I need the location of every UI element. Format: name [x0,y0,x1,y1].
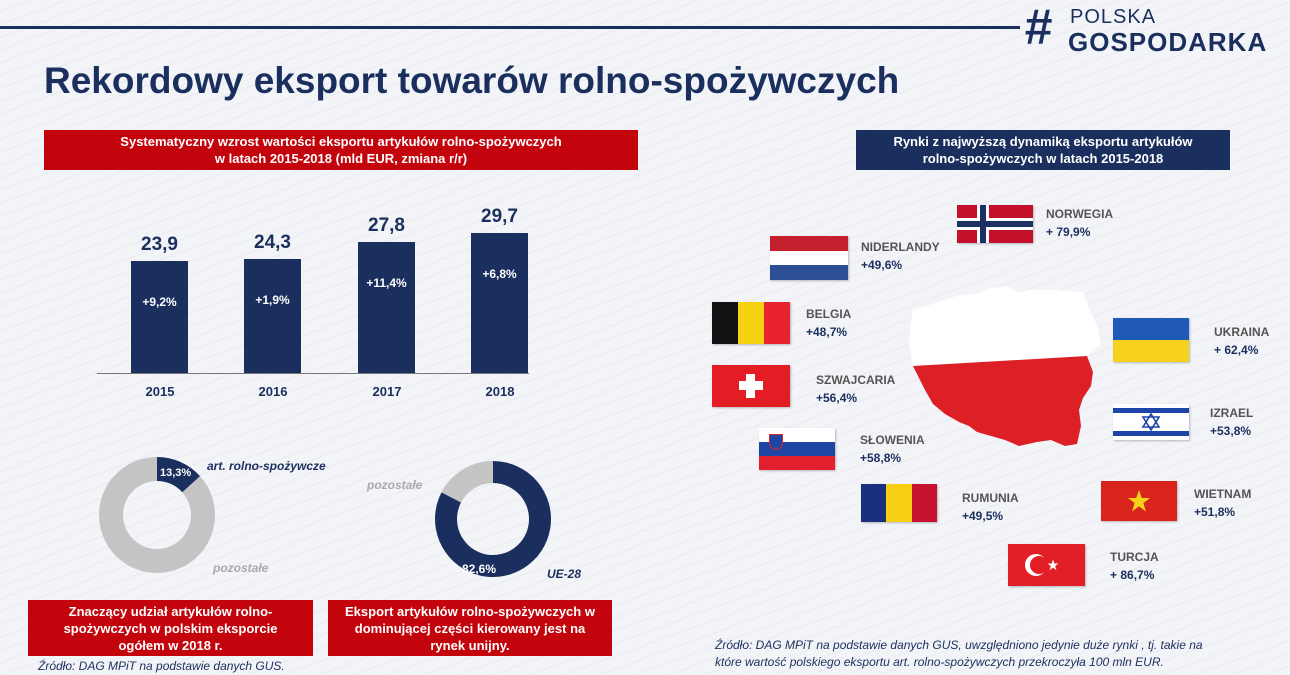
market-value-rumunia: +49,5% [962,509,1004,523]
donut1-slice-art-rolno-spozywcze [157,457,201,493]
donut1-caption: Znaczący udział artykułów rolno- spożywc… [28,600,313,656]
romania-flag-icon [861,484,937,522]
market-value-niderlandy: +49,6% [861,258,903,272]
market-name-rumunia: RUMUNIA [962,491,1019,505]
donut2-label-main: UE-28 [547,567,582,581]
market-name-szwajcaria: SZWAJCARIA [816,373,896,387]
markets-title-banner: Rynki z najwyższą dynamiką eksportu arty… [856,130,1230,170]
bar-value-label-2018: 29,7 [481,206,518,228]
bar-2015 [131,260,188,373]
market-value-norwegia: + 79,9% [1046,225,1091,239]
donut2-value-label: 82,6% [462,562,497,576]
market-name-belgia: BELGIA [806,307,852,321]
donut1-value-label: 13,3% [160,467,192,479]
donut2-caption-line3: rynek unijny. [430,637,510,653]
bar-value-label-2017: 27,8 [368,215,405,237]
market-name-wietnam: WIETNAM [1194,487,1252,501]
logo-line-1: POLSKA [1070,6,1157,28]
source-note-left: Źródło: DAG MPiT na podstawie danych GUS… [38,659,285,673]
poland-map-icon [909,286,1101,446]
market-name-turcja: TURCJA [1110,550,1159,564]
bar-chart-title-line2: w latach 2015-2018 (mld EUR, zmiana r/r) [214,151,468,166]
bar-change-label-2018: +6,8% [482,267,517,282]
x-tick-2018: 2018 [485,384,515,399]
donut2-caption-line2: dominującej części kierowany jest na [354,620,586,636]
turkey-flag-icon [1008,544,1085,586]
donut1-label-rest: pozostałe [213,561,269,575]
donut2-slice-ue28 [435,461,551,577]
x-tick-2015: 2015 [145,384,175,399]
switzerland-flag-icon [712,365,790,407]
bar-chart-title-line1: Systematyczny wzrost wartości eksportu a… [120,134,562,149]
markets-title-line1: Rynki z najwyższą dynamiką eksportu arty… [893,134,1193,149]
bar-change-label-2015: +9,2% [142,294,177,309]
x-tick-2016: 2016 [258,384,288,399]
donut1-caption-line3: ogółem w 2018 r. [118,637,223,653]
market-name-niderlandy: NIDERLANDY [861,240,940,254]
norway-flag-icon [957,205,1033,243]
bar-chart-title-banner: Systematyczny wzrost wartości eksportu a… [44,130,638,170]
page-title: Rekordowy eksport towarów rolno-spożywcz… [44,60,900,101]
market-name-izrael: IZRAEL [1210,406,1254,420]
market-value-wietnam: +51,8% [1194,505,1236,519]
bar-2017 [358,242,415,373]
market-name-slowenia: SŁOWENIA [860,433,925,447]
market-value-ukraina: + 62,4% [1214,343,1259,357]
belgium-flag-icon [712,302,790,344]
donut2-caption: Eksport artykułów rolno-spożywczych w do… [328,600,612,656]
donut1-label-main: art. rolno-spożywcze [207,459,326,473]
market-value-szwajcaria: +56,4% [816,391,858,405]
market-value-slowenia: +58,8% [860,451,902,465]
header-rule [0,26,1020,29]
donut1-caption-line1: Znaczący udział artykułów rolno- [68,603,273,619]
logo-line-2: GOSPODARKA [1068,27,1268,57]
bar-value-label-2016: 24,3 [254,231,291,253]
donut1-slice-pozostale [99,457,215,573]
slovenia-flag-icon [759,428,835,470]
bar-change-label-2017: +11,4% [366,276,407,291]
bar-change-label-2016: +1,9% [255,292,290,307]
donut2-slice-pozostale [441,461,493,503]
market-value-izrael: +53,8% [1210,424,1252,438]
bar-2016 [244,258,301,373]
source-note-right-line1: Źródło: DAG MPiT na podstawie danych GUS… [715,638,1203,652]
netherlands-flag-icon [770,236,848,280]
donut1-caption-line2: spożywczych w polskim eksporcie [63,620,278,636]
bar-value-label-2015: 23,9 [141,233,178,255]
market-value-belgia: +48,7% [806,325,848,339]
donut-chart-share [99,457,215,573]
market-name-ukraina: UKRAINA [1214,325,1270,339]
donut-chart-eu [435,461,551,577]
bar-2018 [471,233,528,373]
market-value-turcja: + 86,7% [1110,568,1155,582]
logo-hash-icon: # [1024,0,1052,55]
source-note-right: Źródło: DAG MPiT na podstawie danych GUS… [715,637,1203,671]
markets-title-line2: rolno-spożywczych w latach 2015-2018 [922,151,1164,166]
israel-flag-icon [1113,404,1189,440]
ukraine-flag-icon [1113,318,1189,362]
donut2-caption-line1: Eksport artykułów rolno-spożywczych w [345,603,595,619]
x-tick-2017: 2017 [372,384,402,399]
market-name-norwegia: NORWEGIA [1046,207,1114,221]
bar-chart-x-axis [97,373,529,374]
donut2-label-rest: pozostałe [367,478,423,492]
source-note-right-line2: które wartość polskiego eksportu art. ro… [715,655,1164,669]
vietnam-flag-icon [1101,481,1177,521]
